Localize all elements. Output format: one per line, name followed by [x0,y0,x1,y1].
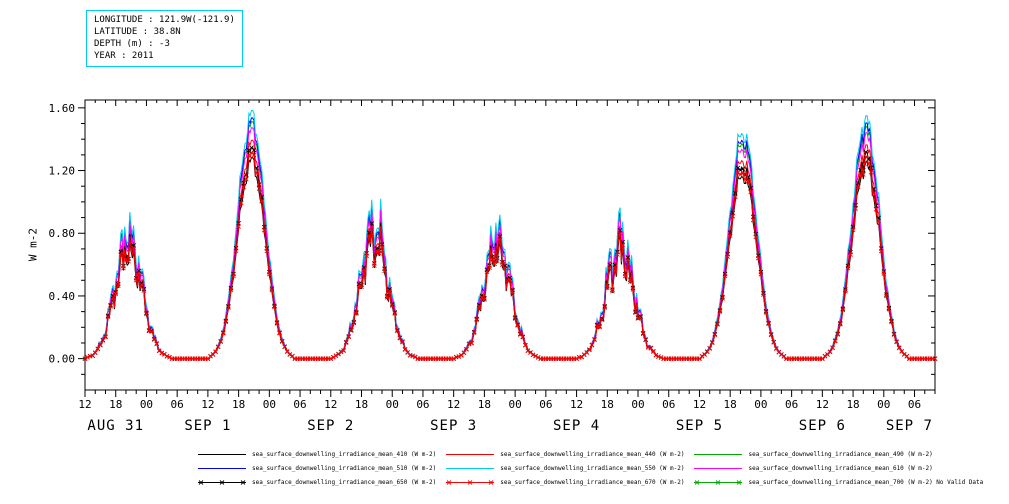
y-tick-label: 0.80 [49,227,76,240]
x-tick-label: 18 [355,398,368,411]
plot-frame [84,99,936,391]
day-label: SEP 6 [799,418,846,434]
legend-entry-3: sea_surface_downwelling_irradiance_mean_… [196,464,436,473]
series-markers-6 [82,145,938,361]
x-axis: 12 18 00 06 12 18 00 06 12 18 00 06 12 18 00 06 12 18 00 06… [78,100,936,411]
legend-label: sea_surface_downwelling_irradiance_mean_… [252,465,437,472]
x-tick-label: 00 [140,398,153,411]
day-label: SEP 7 [886,418,933,434]
legend-entry-6: sea_surface_downwelling_irradiance_mean_… [196,478,436,487]
legend-line-sample [446,454,495,455]
legend-entry-1: sea_surface_downwelling_irradiance_mean_… [444,450,684,459]
legend-label: sea_surface_downwelling_irradiance_mean_… [252,451,437,458]
plot-header-box: LONGITUDE : 121.9W(-121.9) LATITUDE : 38… [86,10,243,67]
x-tick-label: 00 [631,398,644,411]
series-line-0 [85,157,935,360]
x-tick-label: 12 [570,398,583,411]
series-line-7 [85,152,935,360]
series-line-4 [85,110,935,360]
legend-label: sea_surface_downwelling_irradiance_mean_… [748,465,933,472]
x-tick-label: 18 [724,398,737,411]
legend-entry-2: sea_surface_downwelling_irradiance_mean_… [692,450,983,459]
x-tick-label: 12 [201,398,214,411]
header-depth: DEPTH (m) : -3 [94,39,170,49]
series-markers-7 [82,150,938,361]
x-tick-label: 06 [908,398,921,411]
day-label: AUG 31 [87,418,144,434]
x-tick-label: 18 [846,398,859,411]
day-label: SEP 1 [184,418,231,434]
legend-line-sample [198,480,246,485]
x-tick-label: 06 [662,398,675,411]
x-tick-label: 12 [816,398,829,411]
legend-entry-8: sea_surface_downwelling_irradiance_mean_… [692,478,983,487]
x-tick-label: 00 [263,398,276,411]
x-tick-label: 12 [78,398,91,411]
legend-label: sea_surface_downwelling_irradiance_mean_… [500,465,685,472]
x-tick-label: 00 [508,398,521,411]
x-tick-label: 12 [693,398,706,411]
series-line-1 [85,139,935,360]
y-tick-label: 1.20 [49,165,76,178]
x-tick-label: 00 [877,398,890,411]
legend-entry-5: sea_surface_downwelling_irradiance_mean_… [692,464,983,473]
legend-line-sample [198,454,246,455]
legend-label: sea_surface_downwelling_irradiance_mean_… [748,479,984,486]
series-line-3 [85,117,935,360]
x-tick-label: 00 [386,398,399,411]
x-tick-label: 06 [293,398,306,411]
x-tick-label: 06 [171,398,184,411]
day-label: SEP 4 [553,418,600,434]
legend-line-sample [694,468,743,469]
plot-legend: sea_surface_downwelling_irradiance_mean_… [196,450,983,487]
legend-label: sea_surface_downwelling_irradiance_mean_… [500,451,685,458]
x-tick-label: 18 [109,398,122,411]
legend-line-sample [446,468,495,469]
day-label: SEP 2 [307,418,354,434]
legend-label: sea_surface_downwelling_irradiance_mean_… [748,451,933,458]
y-tick-label: 0.40 [49,290,76,303]
legend-label: sea_surface_downwelling_irradiance_mean_… [252,479,437,486]
data-series [82,110,938,361]
legend-line-sample [694,480,743,485]
header-longitude: LONGITUDE : 121.9W(-121.9) [94,15,235,25]
legend-entry-0: sea_surface_downwelling_irradiance_mean_… [196,450,436,459]
x-tick-label: 00 [754,398,767,411]
legend-line-sample [694,454,743,455]
series-line-5 [85,127,935,360]
legend-entry-7: sea_surface_downwelling_irradiance_mean_… [444,478,684,487]
x-axis-day-labels: AUG 31 SEP 1 SEP 2 SEP 3 SEP 4 SEP 5 SEP 6 SEP … [87,418,933,434]
x-tick-label: 18 [601,398,614,411]
header-year: YEAR : 2011 [94,51,154,61]
series-line-6 [85,147,935,360]
x-tick-label: 06 [539,398,552,411]
day-label: SEP 3 [430,418,477,434]
x-tick-label: 06 [785,398,798,411]
x-tick-label: 18 [232,398,245,411]
legend-line-sample [446,480,495,485]
x-tick-label: 18 [478,398,491,411]
day-label: SEP 5 [676,418,723,434]
x-tick-label: 12 [324,398,337,411]
header-latitude: LATITUDE : 38.8N [94,27,181,37]
y-tick-label: 1.60 [49,102,76,115]
x-tick-label: 06 [416,398,429,411]
y-tick-label: 0.00 [49,353,76,366]
legend-entry-4: sea_surface_downwelling_irradiance_mean_… [444,464,684,473]
series-line-2 [85,121,935,360]
legend-line-sample [198,468,246,469]
y-axis: 0.00 0.40 0.80 1.20 1.60 [49,102,935,375]
x-tick-label: 12 [447,398,460,411]
legend-label: sea_surface_downwelling_irradiance_mean_… [500,479,685,486]
